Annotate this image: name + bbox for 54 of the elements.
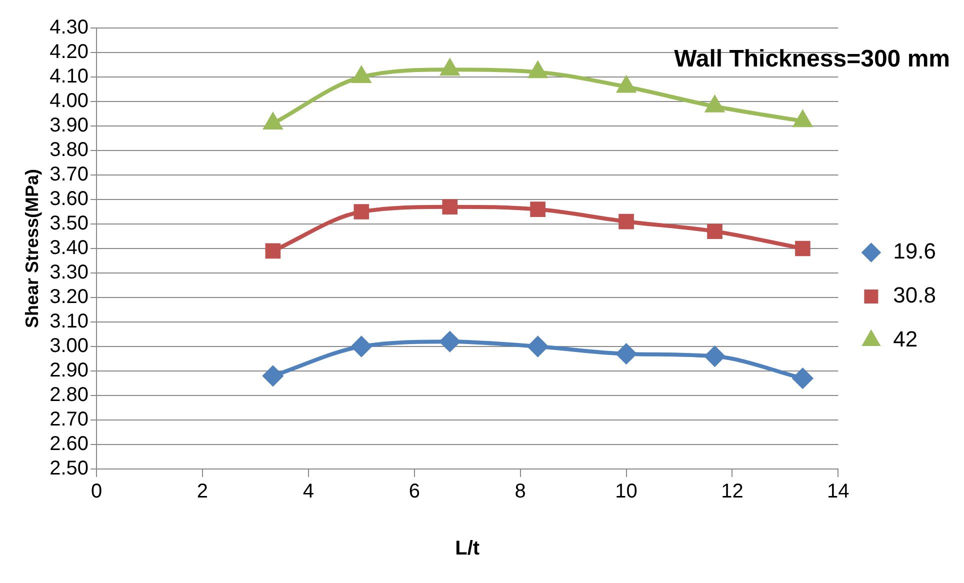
y-tick-label: 3.10	[50, 310, 89, 333]
y-tick-label: 4.20	[50, 41, 89, 64]
y-axis-title: Shear Stress(MPa)	[22, 168, 42, 328]
point	[530, 202, 546, 217]
point	[617, 76, 636, 93]
point	[528, 336, 548, 356]
point	[354, 204, 370, 220]
y-tick-label: 3.70	[50, 164, 89, 186]
y-tick-label: 3.40	[50, 237, 89, 260]
x-tick-label: 4	[302, 480, 314, 503]
x-tick-label: 6	[408, 480, 420, 503]
y-tick-label: 4.10	[50, 66, 89, 88]
y-tick-label: 2.80	[50, 384, 89, 406]
point	[618, 214, 634, 230]
x-tick-label: 14	[827, 480, 850, 503]
y-tick-label: 3.00	[50, 335, 89, 358]
y-tick-label: 3.60	[50, 188, 89, 210]
point	[794, 111, 812, 128]
point	[440, 332, 460, 352]
point	[704, 346, 725, 366]
y-tick-label: 4.00	[50, 90, 89, 112]
y-tick-label: 2.90	[50, 360, 89, 382]
point	[706, 96, 724, 112]
legend-label: 42	[893, 326, 918, 352]
point	[262, 366, 283, 386]
y-tick-label: 2.50	[50, 458, 89, 480]
text: Wall Thickness=300 mm	[674, 46, 950, 73]
y-tick-label: 3.50	[50, 212, 89, 235]
point	[707, 224, 722, 240]
point	[351, 336, 372, 356]
y-tick-label: 3.20	[50, 286, 89, 308]
x-tick-label: 2	[196, 480, 208, 503]
point	[442, 199, 458, 215]
point	[616, 344, 636, 364]
y-tick-label: 2.70	[50, 408, 89, 431]
point	[264, 114, 282, 130]
legend-label: 19.6	[893, 238, 936, 264]
y-tick-label: 4.30	[50, 16, 89, 39]
x-tick-label: 12	[721, 480, 744, 503]
point	[265, 243, 281, 259]
x-axis-title: L/t	[455, 538, 480, 560]
x-tick-label: 10	[615, 480, 638, 503]
point	[528, 62, 547, 78]
y-tick-label: 3.90	[50, 114, 89, 137]
y-tick-label: 3.80	[50, 139, 89, 162]
legend-label: 30.8	[893, 282, 936, 308]
point	[352, 67, 370, 83]
x-tick-label: 8	[514, 480, 526, 503]
point	[792, 368, 813, 388]
point	[440, 60, 459, 76]
x-tick-label: 0	[90, 480, 102, 503]
y-tick-label: 3.30	[50, 262, 89, 284]
point	[795, 240, 810, 256]
y-tick-label: 2.60	[50, 433, 89, 456]
